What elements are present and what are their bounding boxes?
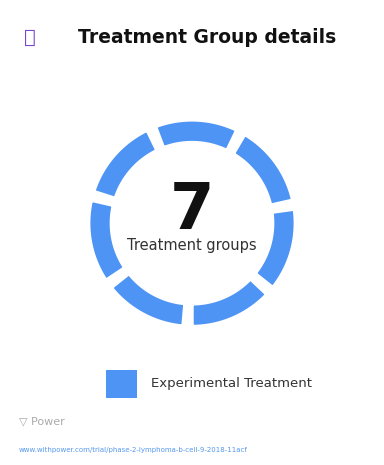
Polygon shape	[255, 209, 295, 288]
FancyBboxPatch shape	[106, 370, 137, 398]
Text: 7: 7	[170, 180, 214, 242]
Text: 👥: 👥	[24, 28, 36, 46]
Polygon shape	[89, 200, 125, 280]
Text: Experimental Treatment: Experimental Treatment	[151, 377, 311, 390]
Text: Treatment Group details: Treatment Group details	[78, 28, 336, 46]
Text: ▽ Power: ▽ Power	[19, 417, 65, 426]
Polygon shape	[156, 120, 237, 151]
Polygon shape	[94, 130, 157, 199]
Text: Treatment groups: Treatment groups	[127, 239, 257, 253]
Polygon shape	[192, 279, 267, 326]
Polygon shape	[233, 134, 293, 205]
Text: www.withpower.com/trial/phase-2-lymphoma-b-cell-9-2018-11acf: www.withpower.com/trial/phase-2-lymphoma…	[19, 447, 248, 453]
Polygon shape	[111, 273, 185, 326]
